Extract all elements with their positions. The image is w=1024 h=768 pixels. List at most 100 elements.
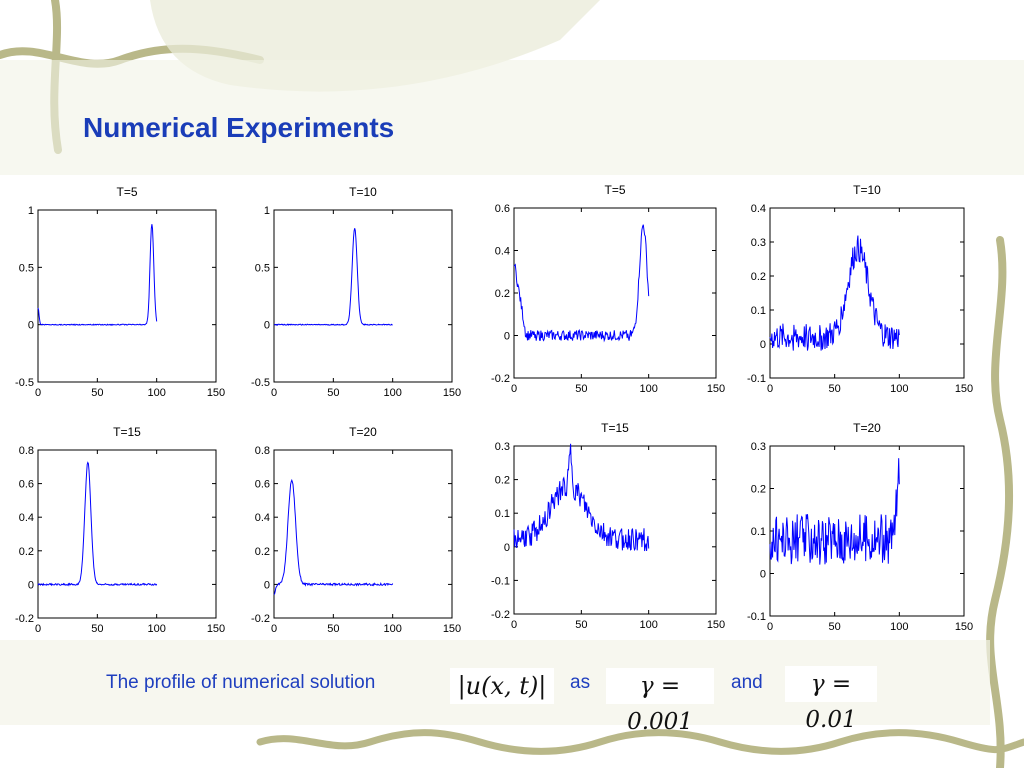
- series-line: [37, 461, 158, 587]
- x-tick-label: 100: [890, 383, 908, 395]
- y-tick-label: 0.1: [751, 305, 766, 317]
- x-tick-label: 0: [767, 383, 773, 395]
- y-tick-label: -0.1: [491, 575, 510, 587]
- x-tick-label: 100: [383, 387, 401, 399]
- x-tick-label: 50: [829, 383, 841, 395]
- y-tick-label: 0.6: [255, 479, 270, 491]
- plot-title: T=10: [853, 183, 881, 197]
- plot-frame: [37, 209, 217, 383]
- y-tick-label: 0: [504, 542, 510, 554]
- slide-title: Numerical Experiments: [83, 112, 395, 143]
- plot-1: T=5 0 50 100 150 -0.5 0 0.5 1: [0, 180, 240, 410]
- y-tick-label: -0.2: [491, 609, 510, 621]
- plot-8: T=20 0 50 100 150 -0.1 0 0.1 0.2 0.3: [730, 420, 980, 645]
- y-tick-label: 0: [504, 331, 510, 343]
- x-tick-label: 150: [207, 623, 225, 635]
- y-tick-label: 0: [28, 320, 34, 332]
- math-gamma-1: γ = 0.001: [606, 668, 714, 735]
- series-line: [274, 228, 393, 326]
- plot-title: T=10: [349, 185, 377, 199]
- plot-title: T=20: [349, 425, 377, 439]
- plot-title: T=5: [116, 185, 137, 199]
- y-tick-label: 0.6: [495, 203, 510, 215]
- y-tick-label: 0.3: [495, 441, 510, 453]
- y-tick-label: 0.3: [751, 441, 766, 453]
- y-tick-label: -0.1: [747, 611, 766, 623]
- x-tick-label: 0: [511, 619, 517, 631]
- x-tick-label: 50: [91, 623, 103, 635]
- y-tick-label: 0: [264, 579, 270, 591]
- x-tick-label: 150: [955, 621, 973, 633]
- x-tick-label: 0: [35, 387, 41, 399]
- x-tick-label: 100: [890, 621, 908, 633]
- x-tick-label: 50: [829, 621, 841, 633]
- x-tick-label: 0: [271, 387, 277, 399]
- y-tick-label: 0: [760, 569, 766, 581]
- plot-svg: T=150 50 100 150-0.200.20.40.60.8: [15, 425, 225, 635]
- series-line: [513, 443, 650, 552]
- y-tick-label: 0: [28, 579, 34, 591]
- y-tick-label: -0.2: [15, 613, 34, 625]
- plot-frame: [273, 209, 453, 383]
- series-line: [37, 224, 158, 326]
- y-tick-label: 0.8: [19, 445, 34, 457]
- plot-frame: [769, 207, 965, 379]
- y-tick-label: 0: [264, 320, 270, 332]
- series-line: [769, 458, 900, 565]
- y-tick-label: 0.5: [255, 262, 270, 274]
- x-tick-label: 0: [35, 623, 41, 635]
- y-tick-label: 0.2: [255, 546, 270, 558]
- plot-5: T=15 0 50 100 150 -0.2 0 0.2 0.4 0.6 0.8: [0, 420, 240, 645]
- x-tick-label: 0: [511, 383, 517, 395]
- caption-and: and: [731, 672, 763, 693]
- plot-title: T=15: [601, 421, 629, 435]
- series-line: [273, 478, 394, 595]
- x-tick-label: 0: [767, 621, 773, 633]
- y-tick-label: 0.1: [495, 508, 510, 520]
- y-tick-label: 0.6: [19, 479, 34, 491]
- y-tick-label: 1: [28, 205, 34, 217]
- plot-frame: [37, 449, 217, 619]
- plot-svg: T=100 50 100 150-0.100.10.20.30.4: [747, 183, 973, 395]
- x-tick-label: 0: [271, 623, 277, 635]
- y-tick-label: 0.4: [495, 246, 510, 258]
- plot-title: T=20: [853, 421, 881, 435]
- upper-wash: [0, 60, 1024, 175]
- x-tick-label: 100: [639, 619, 657, 631]
- y-tick-label: -0.2: [491, 373, 510, 385]
- plot-svg: T=50 50 100 150-0.200.20.40.6: [491, 183, 725, 395]
- plot-svg: T=200 50 100 150-0.200.20.40.60.8: [251, 425, 461, 635]
- plot-frame: [273, 449, 453, 619]
- y-tick-label: -0.5: [251, 377, 270, 389]
- x-tick-label: 150: [707, 619, 725, 631]
- plot-svg: T=200 50 100 150-0.100.10.20.3: [747, 421, 973, 633]
- right-vine: [986, 236, 1014, 768]
- y-tick-label: 0.3: [751, 237, 766, 249]
- x-tick-label: 150: [443, 623, 461, 635]
- y-tick-label: 0.4: [19, 512, 34, 524]
- x-tick-label: 150: [443, 387, 461, 399]
- y-tick-label: -0.5: [15, 377, 34, 389]
- math-gamma-2: γ = 0.01: [785, 666, 877, 733]
- y-tick-label: 0.2: [495, 288, 510, 300]
- plot-frame: [513, 207, 717, 379]
- x-tick-label: 100: [147, 387, 165, 399]
- x-tick-label: 50: [575, 383, 587, 395]
- x-tick-label: 150: [207, 387, 225, 399]
- math-u-abs: |u(x, t)|: [450, 668, 554, 704]
- y-tick-label: 0.8: [255, 445, 270, 457]
- x-tick-label: 100: [639, 383, 657, 395]
- plot-title: T=15: [113, 425, 141, 439]
- plot-svg: T=15 0 50 100 150 -0.2 -0.1 0 0.1 0.2 0.3: [491, 421, 725, 631]
- plot-svg: T=100 50 100 150-0.500.51: [251, 185, 461, 399]
- bottom-vine: [256, 729, 1024, 755]
- x-tick-label: 150: [707, 383, 725, 395]
- y-tick-label: 0.4: [751, 203, 766, 215]
- y-tick-label: 0.4: [255, 512, 270, 524]
- series-line: [769, 235, 900, 351]
- x-tick-label: 150: [955, 383, 973, 395]
- x-tick-label: 50: [327, 623, 339, 635]
- y-tick-label: 0.2: [751, 484, 766, 496]
